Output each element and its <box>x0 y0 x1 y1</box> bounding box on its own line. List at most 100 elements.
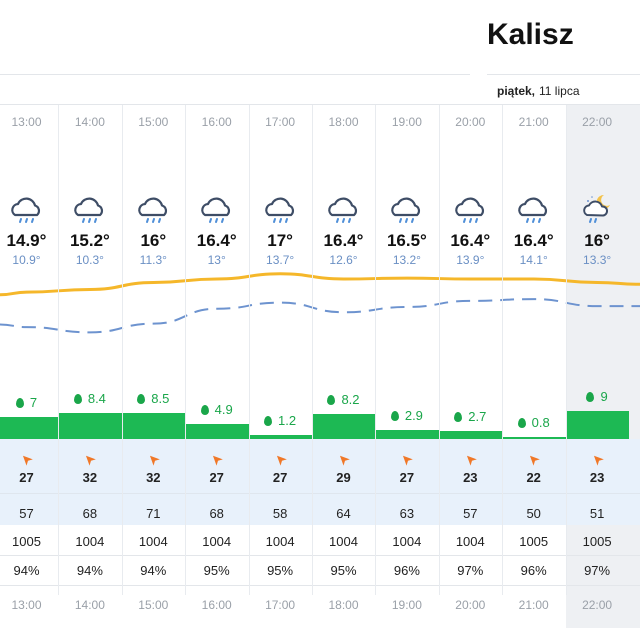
raindrop-icon <box>517 417 526 428</box>
raindrop-icon <box>15 398 24 409</box>
day: 11 lipca <box>539 84 580 98</box>
humidity: 97% <box>457 563 484 578</box>
rain-amount: 9 <box>566 389 629 404</box>
humidity: 94% <box>13 563 40 578</box>
humidity: 96% <box>520 563 547 578</box>
hour-label: 13:00 <box>11 115 42 129</box>
hour-label-bottom: 21:00 <box>518 598 549 612</box>
night-rain-cloud-icon <box>578 189 640 229</box>
rain-amount: 4.9 <box>185 402 248 417</box>
rain-value: 7 <box>29 395 38 411</box>
column-separator <box>375 105 377 595</box>
temperature: 16° <box>140 231 167 250</box>
humidity: 95% <box>330 563 357 578</box>
temperature: 14.9° <box>6 231 47 250</box>
pressure: 1005 <box>582 534 612 549</box>
wind-speed: 27 <box>209 470 224 485</box>
hour-label: 17:00 <box>265 115 296 129</box>
hour-label-bottom: 13:00 <box>11 598 42 612</box>
raindrop-icon <box>264 416 273 427</box>
hour-label-bottom: 18:00 <box>328 598 359 612</box>
feels-like-temperature: 10.3° <box>75 253 104 267</box>
column-separator <box>438 105 440 595</box>
column-separator <box>121 105 123 595</box>
rain-bar <box>376 430 439 439</box>
rain-cloud-icon <box>514 189 577 229</box>
rain-amount: 2.9 <box>375 408 438 423</box>
feels-like-temperature: 13.2° <box>392 253 421 267</box>
humidity: 94% <box>76 563 103 578</box>
wind-gust: 57 <box>19 506 34 521</box>
rain-bar <box>566 411 629 439</box>
rain-cloud-icon <box>387 189 450 229</box>
rain-value: 8.2 <box>341 391 360 407</box>
rain-value: 0.8 <box>531 414 550 430</box>
raindrop-icon <box>586 392 595 403</box>
wind-speed: 22 <box>526 470 541 485</box>
feels-like-temperature: 13.9° <box>456 253 485 267</box>
rain-cloud-icon <box>70 189 133 229</box>
wind-gust: 71 <box>146 506 161 521</box>
temperature: 15.2° <box>69 231 110 250</box>
hour-label-bottom: 19:00 <box>391 598 422 612</box>
rain-amount: 8.5 <box>122 391 185 406</box>
rain-bar <box>313 413 376 439</box>
hourly-forecast-grid[interactable]: 13:00 14.9° 10.9° 7 ➤ 27 57 1005 94% 13:00 14:00 15… <box>0 105 640 628</box>
column-separator <box>502 105 504 595</box>
rain-bar <box>186 423 249 439</box>
column-separator <box>185 105 187 595</box>
pressure: 1004 <box>329 534 358 549</box>
rain-cloud-icon <box>324 189 387 229</box>
rain-bar <box>249 435 312 439</box>
feels-like-temperature: 12.6° <box>329 253 358 267</box>
rain-value: 2.9 <box>404 408 423 423</box>
date-label: piątek, 11 lipca <box>497 84 580 98</box>
hour-label-bottom: 22:00 <box>582 598 613 612</box>
rain-cloud-icon <box>451 189 514 229</box>
wind-speed: 27 <box>272 470 288 485</box>
wind-gust: 58 <box>272 506 288 521</box>
raindrop-icon <box>327 394 336 405</box>
rain-value: 9 <box>600 389 608 405</box>
city-name: Kalisz <box>487 18 574 51</box>
column-separator <box>248 105 250 595</box>
temperature: 16.4° <box>323 231 364 250</box>
rain-bar <box>503 436 566 439</box>
temperature-line <box>0 272 640 297</box>
divider <box>0 493 640 494</box>
hour-label-bottom: 15:00 <box>138 598 169 612</box>
raindrop-icon <box>390 411 399 421</box>
feels-like-temperature: 13° <box>207 253 226 267</box>
feels-like-temperature: 13.7° <box>266 253 295 267</box>
raindrop-icon <box>137 393 146 404</box>
wind-speed: 32 <box>82 470 98 485</box>
rain-amount: 0.8 <box>502 415 565 430</box>
temperature: 16° <box>584 231 610 250</box>
raindrop-icon <box>200 404 209 415</box>
temperature: 16.4° <box>513 231 554 250</box>
hour-label: 18:00 <box>328 115 359 129</box>
pressure: 1005 <box>12 534 41 549</box>
rain-amount: 8.4 <box>58 391 121 406</box>
feels-like-temperature: 14.1° <box>519 253 548 267</box>
wind-speed: 27 <box>19 470 34 485</box>
hour-label: 22:00 <box>582 115 613 129</box>
divider <box>0 585 640 586</box>
divider <box>0 555 640 556</box>
pressure: 1004 <box>265 534 295 549</box>
feels-like-temperature: 13.3° <box>583 253 612 267</box>
rain-amount: 1.2 <box>249 413 312 428</box>
hour-label-bottom: 17:00 <box>265 598 296 612</box>
rain-bar <box>59 412 122 439</box>
wind-speed: 29 <box>336 470 351 485</box>
rain-bar <box>439 430 503 439</box>
wind-gust: 68 <box>209 506 224 521</box>
column-separator <box>312 105 313 595</box>
feels-like-temperature: 11.3° <box>139 253 167 267</box>
highlighted-column <box>565 105 640 628</box>
humidity: 94% <box>140 563 167 578</box>
hour-label: 15:00 <box>138 115 169 129</box>
hour-label-bottom: 20:00 <box>455 598 486 612</box>
rain-bar <box>0 417 59 439</box>
wind-band <box>0 439 640 525</box>
